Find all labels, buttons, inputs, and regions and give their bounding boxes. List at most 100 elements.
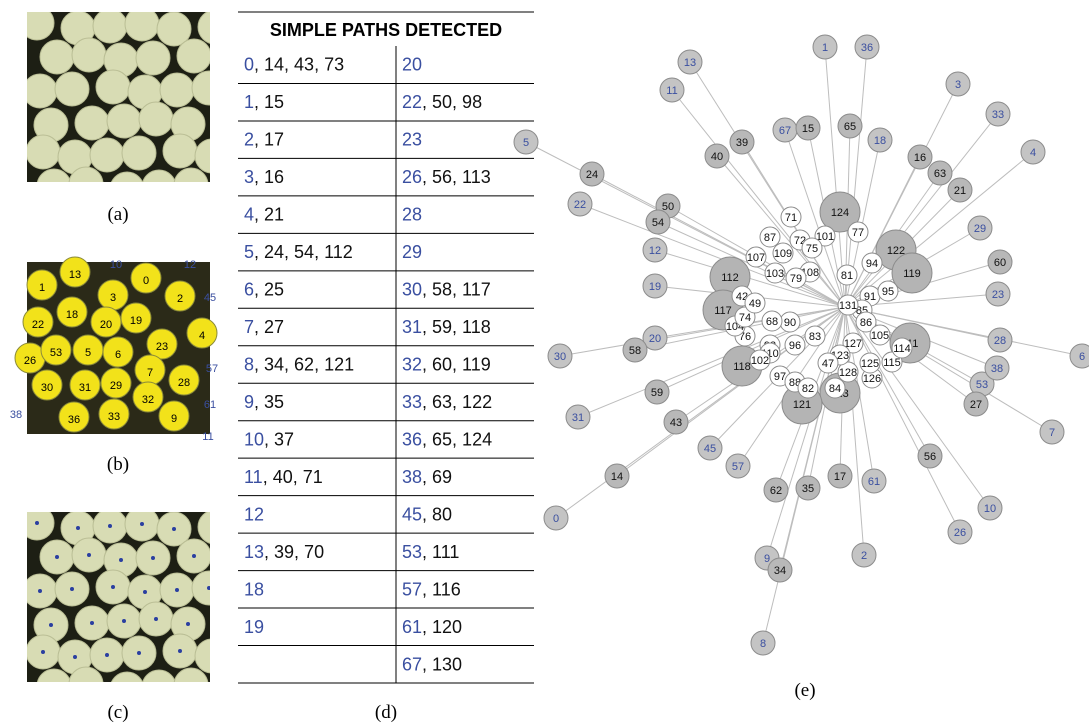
center-dot: [87, 553, 91, 557]
core-node-label: 49: [749, 298, 761, 310]
leaf-node-label: 57: [732, 461, 744, 473]
path-start: 13: [244, 542, 264, 562]
sphere: [195, 139, 229, 173]
center-dot: [125, 687, 129, 691]
table-cell: 9, 35: [244, 392, 284, 412]
hub-node-label: 124: [831, 207, 849, 219]
path-rest: , 80: [422, 504, 452, 524]
sphere: [37, 669, 71, 703]
table-cell: 36, 65, 124: [402, 429, 492, 449]
core-node-label: 68: [766, 316, 778, 328]
core-node-label: 126: [863, 373, 881, 385]
hub-node-label: 112: [721, 272, 739, 284]
sphere-label: 19: [130, 315, 142, 327]
path-rest: , 15: [254, 92, 284, 112]
leaf-node-label: 13: [684, 57, 696, 69]
core-node-label: 87: [764, 232, 776, 244]
sphere-label: 1: [39, 282, 45, 294]
table-cell: 18: [244, 579, 264, 599]
path-start: 31: [402, 317, 422, 337]
center-dot: [70, 587, 74, 591]
sphere-label: 6: [115, 349, 121, 361]
sphere-label: 2: [177, 293, 183, 305]
table-cell: 30, 58, 117: [402, 280, 491, 300]
leaf-node-label: 10: [984, 503, 996, 515]
sphere: [23, 74, 57, 108]
path-rest: , 17: [254, 130, 284, 150]
path-start: 0: [244, 55, 254, 75]
path-start: 20: [402, 55, 422, 75]
table-cell: 53, 111: [402, 542, 459, 562]
center-dot: [108, 524, 112, 528]
sphere: [136, 41, 170, 75]
table-cell: 28: [402, 205, 422, 225]
path-node-label: 58: [629, 345, 641, 357]
center-dot: [178, 649, 182, 653]
sphere: [195, 639, 229, 673]
center-dot: [90, 621, 94, 625]
center-dot: [84, 682, 88, 686]
leaf-node-label: 12: [649, 245, 661, 257]
path-node-label: 14: [611, 471, 623, 483]
leaf-node-label: 8: [760, 638, 766, 650]
table-cell: 67, 130: [402, 654, 462, 674]
sphere-label: 12: [184, 259, 196, 271]
leaf-node-label: 3: [955, 79, 961, 91]
path-node-label: 65: [844, 121, 856, 133]
path-start: 23: [402, 130, 422, 150]
sphere-label: 7: [147, 367, 153, 379]
sphere: [110, 672, 144, 706]
path-node-label: 27: [970, 399, 982, 411]
center-dot: [122, 619, 126, 623]
sphere: [122, 136, 156, 170]
sphere-label: 30: [41, 382, 53, 394]
table-cell: 45, 80: [402, 504, 452, 524]
path-start: 36: [402, 429, 422, 449]
table-cell: 4, 21: [244, 205, 284, 225]
sphere: [142, 670, 176, 704]
table-cell: 3, 16: [244, 167, 284, 187]
path-start: 33: [402, 392, 422, 412]
leaf-node-label: 9: [764, 553, 770, 565]
path-start: 18: [244, 579, 264, 599]
core-node-label: 90: [784, 317, 796, 329]
core-node-label: 102: [751, 355, 769, 367]
sphere: [160, 73, 194, 107]
path-node-label: 39: [736, 137, 748, 149]
center-dot: [140, 522, 144, 526]
path-rest: , 21: [254, 205, 284, 225]
path-rest: , 130: [422, 654, 462, 674]
path-start: 29: [402, 242, 422, 262]
core-node-label: 83: [809, 331, 821, 343]
sphere-label: 11: [202, 431, 213, 443]
path-start: 57: [402, 579, 422, 599]
leaf-node-label: 26: [954, 527, 966, 539]
path-node-label: 60: [994, 257, 1006, 269]
path-rest: , 65, 124: [422, 429, 492, 449]
table-cell: 23: [402, 130, 422, 150]
center-dot: [111, 585, 115, 589]
leaf-node-label: 11: [666, 85, 677, 97]
center-dot: [143, 590, 147, 594]
center-dot: [186, 622, 190, 626]
path-rest: , 56, 113: [422, 167, 491, 187]
leaf-node-label: 7: [1049, 427, 1055, 439]
leaf-node-label: 28: [994, 335, 1006, 347]
table-cell: 32, 60, 119: [402, 355, 491, 375]
sphere-label: 18: [66, 309, 78, 321]
sphere-label: 28: [178, 377, 190, 389]
path-rest: , 59, 118: [422, 317, 491, 337]
table-cell: 13, 39, 70: [244, 542, 324, 562]
table-cell: 61, 120: [402, 617, 462, 637]
table-cell: 1, 15: [244, 92, 284, 112]
table-cell: 0, 14, 43, 73: [244, 55, 344, 75]
leaf-node-label: 5: [523, 137, 529, 149]
path-rest: , 63, 122: [422, 392, 492, 412]
core-node-label: 115: [883, 357, 901, 369]
center-dot: [210, 654, 214, 658]
leaf-node-label: 20: [649, 333, 661, 345]
sphere-label: 3: [110, 292, 116, 304]
sphere: [107, 104, 141, 138]
table-cell: 19: [244, 617, 264, 637]
table-cell: 12: [244, 504, 264, 524]
